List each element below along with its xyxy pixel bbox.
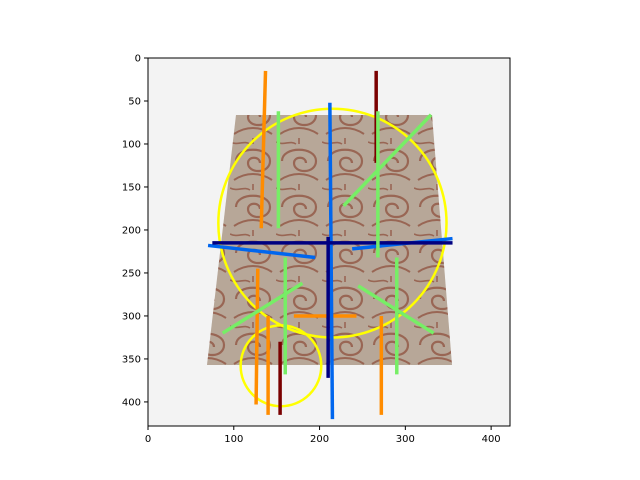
x-tick-label-400: 400 [482, 434, 501, 445]
y-tick-label-200: 200 [122, 225, 141, 236]
y-tick-label-400: 400 [122, 397, 141, 408]
x-tick-label-300: 300 [396, 434, 415, 445]
y-tick-label-0: 0 [135, 54, 141, 65]
y-tick-label-250: 250 [122, 268, 141, 279]
line-segment-7 [328, 102, 335, 420]
x-axis: 0 100 200 300 400 [145, 426, 501, 445]
line-segment-14 [342, 113, 433, 208]
segments-layer [207, 70, 453, 420]
y-tick-label-150: 150 [122, 182, 141, 193]
line-segment-1 [254, 268, 260, 405]
y-axis: 0 50 100 150 200 250 300 350 400 [122, 54, 148, 408]
axes-frame [147, 57, 511, 427]
line-segment-16 [221, 281, 304, 335]
y-tick-label-50: 50 [128, 96, 141, 107]
line-segment-8 [207, 243, 316, 260]
x-tick-label-100: 100 [224, 434, 243, 445]
y-tick-label-350: 350 [122, 354, 141, 365]
y-tick-label-300: 300 [122, 311, 141, 322]
plot-area [147, 57, 511, 427]
x-tick-label-0: 0 [145, 434, 151, 445]
y-tick-label-100: 100 [122, 139, 141, 150]
line-segment-0 [259, 70, 268, 229]
line-segment-18 [357, 284, 435, 335]
x-tick-label-200: 200 [310, 434, 329, 445]
